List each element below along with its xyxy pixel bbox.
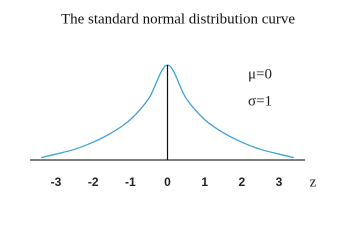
x-tick-label: 0	[164, 175, 171, 189]
chart: The standard normal distribution curve μ…	[30, 11, 317, 190]
annotation: μ=0	[248, 66, 272, 82]
chart-title: The standard normal distribution curve	[61, 11, 295, 27]
x-tick-label: -1	[125, 175, 136, 189]
x-tick-label: 3	[276, 175, 283, 189]
x-tick-label: 1	[201, 175, 208, 189]
annotation: σ=1	[248, 93, 272, 109]
x-tick-label: 2	[238, 175, 245, 189]
x-axis-label: z	[310, 174, 317, 190]
x-tick-label: -2	[88, 175, 99, 189]
x-tick-label: -3	[51, 175, 62, 189]
